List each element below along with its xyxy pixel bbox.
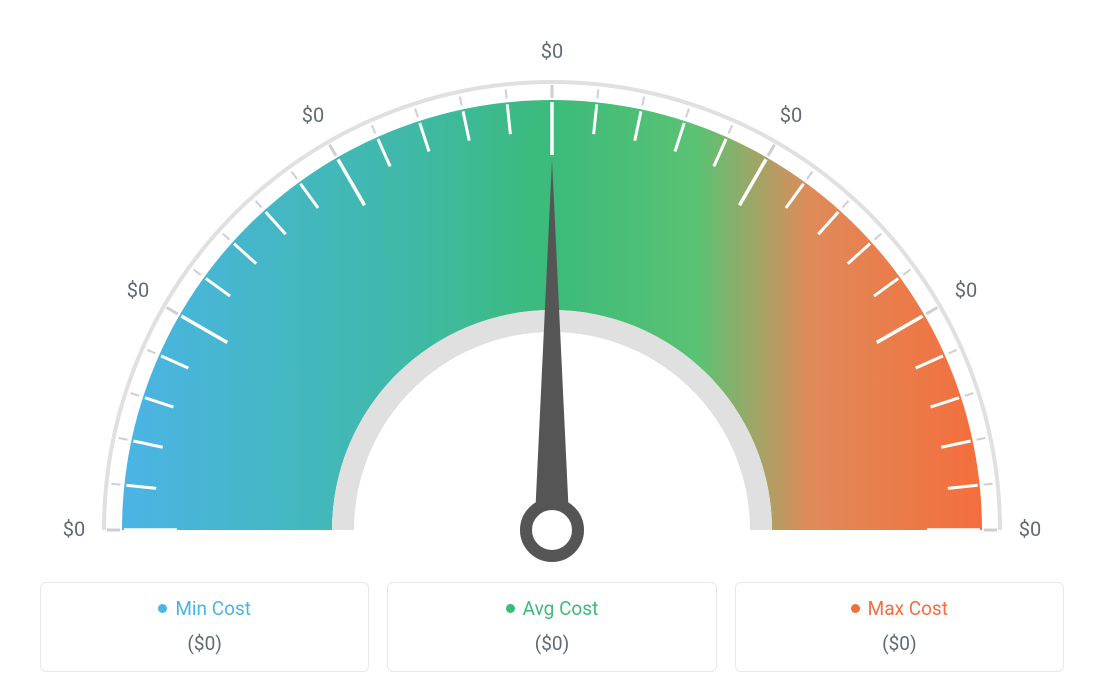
gauge-minor-tick-outer [686,109,689,118]
gauge-minor-tick-outer [256,201,262,208]
legend-card-max: Max Cost ($0) [735,582,1064,672]
gauge-minor-tick-outer [642,97,644,106]
gauge-needle-hub [526,504,578,556]
gauge-tick-label: $0 [955,278,977,302]
gauge-minor-tick-outer [119,438,128,440]
gauge-tick-label: $0 [541,39,563,63]
gauge-major-tick [330,145,337,156]
legend-row: Min Cost ($0) Avg Cost ($0) Max Cost ($0… [40,582,1064,672]
gauge-minor-tick-outer [597,89,598,98]
legend-title-avg: Avg Cost [398,597,705,620]
gauge-minor-tick-outer [372,125,376,133]
gauge-svg: $0 $0 $0 $0 $0 $0 $0 [0,0,1104,570]
gauge-tick-label: $0 [302,103,324,127]
gauge-tick-label: $0 [127,278,149,302]
gauge-minor-tick-outer [903,270,910,275]
gauge-minor-tick-outer [729,125,733,133]
legend-dot-min [158,604,167,613]
legend-title-min: Min Cost [51,597,358,620]
gauge-minor-tick-outer [948,350,956,354]
legend-card-avg: Avg Cost ($0) [387,582,716,672]
gauge-tick-label: $0 [63,517,85,541]
gauge-minor-tick-outer [460,97,462,106]
legend-label-avg: Avg Cost [523,597,599,620]
gauge-major-tick [768,145,775,156]
gauge-major-tick [167,308,178,315]
gauge-minor-tick-outer [111,484,120,485]
gauge-major-tick [926,308,937,315]
legend-label-max: Max Cost [868,597,948,620]
gauge-tick-label: $0 [780,103,802,127]
gauge-tick-label: $0 [1019,517,1041,541]
legend-card-min: Min Cost ($0) [40,582,369,672]
gauge-minor-tick-outer [506,89,507,98]
gauge-minor-tick-outer [984,484,993,485]
gauge-minor-tick-outer [147,350,155,354]
legend-value-avg: ($0) [398,632,705,655]
gauge-minor-tick-outer [292,172,297,179]
gauge-minor-tick-outer [223,234,230,240]
legend-dot-avg [506,604,515,613]
gauge-minor-tick-outer [131,393,140,396]
gauge-chart: $0 $0 $0 $0 $0 $0 $0 [0,0,1104,570]
gauge-minor-tick-outer [807,172,812,179]
legend-dot-max [851,604,860,613]
legend-value-min: ($0) [51,632,358,655]
gauge-minor-tick-outer [194,270,201,275]
gauge-minor-tick-outer [842,201,848,208]
legend-label-min: Min Cost [175,597,251,620]
gauge-minor-tick-outer [977,438,986,440]
legend-title-max: Max Cost [746,597,1053,620]
legend-value-max: ($0) [746,632,1053,655]
gauge-minor-tick-outer [875,234,882,240]
gauge-minor-tick-outer [415,109,418,118]
gauge-minor-tick-outer [965,393,974,396]
